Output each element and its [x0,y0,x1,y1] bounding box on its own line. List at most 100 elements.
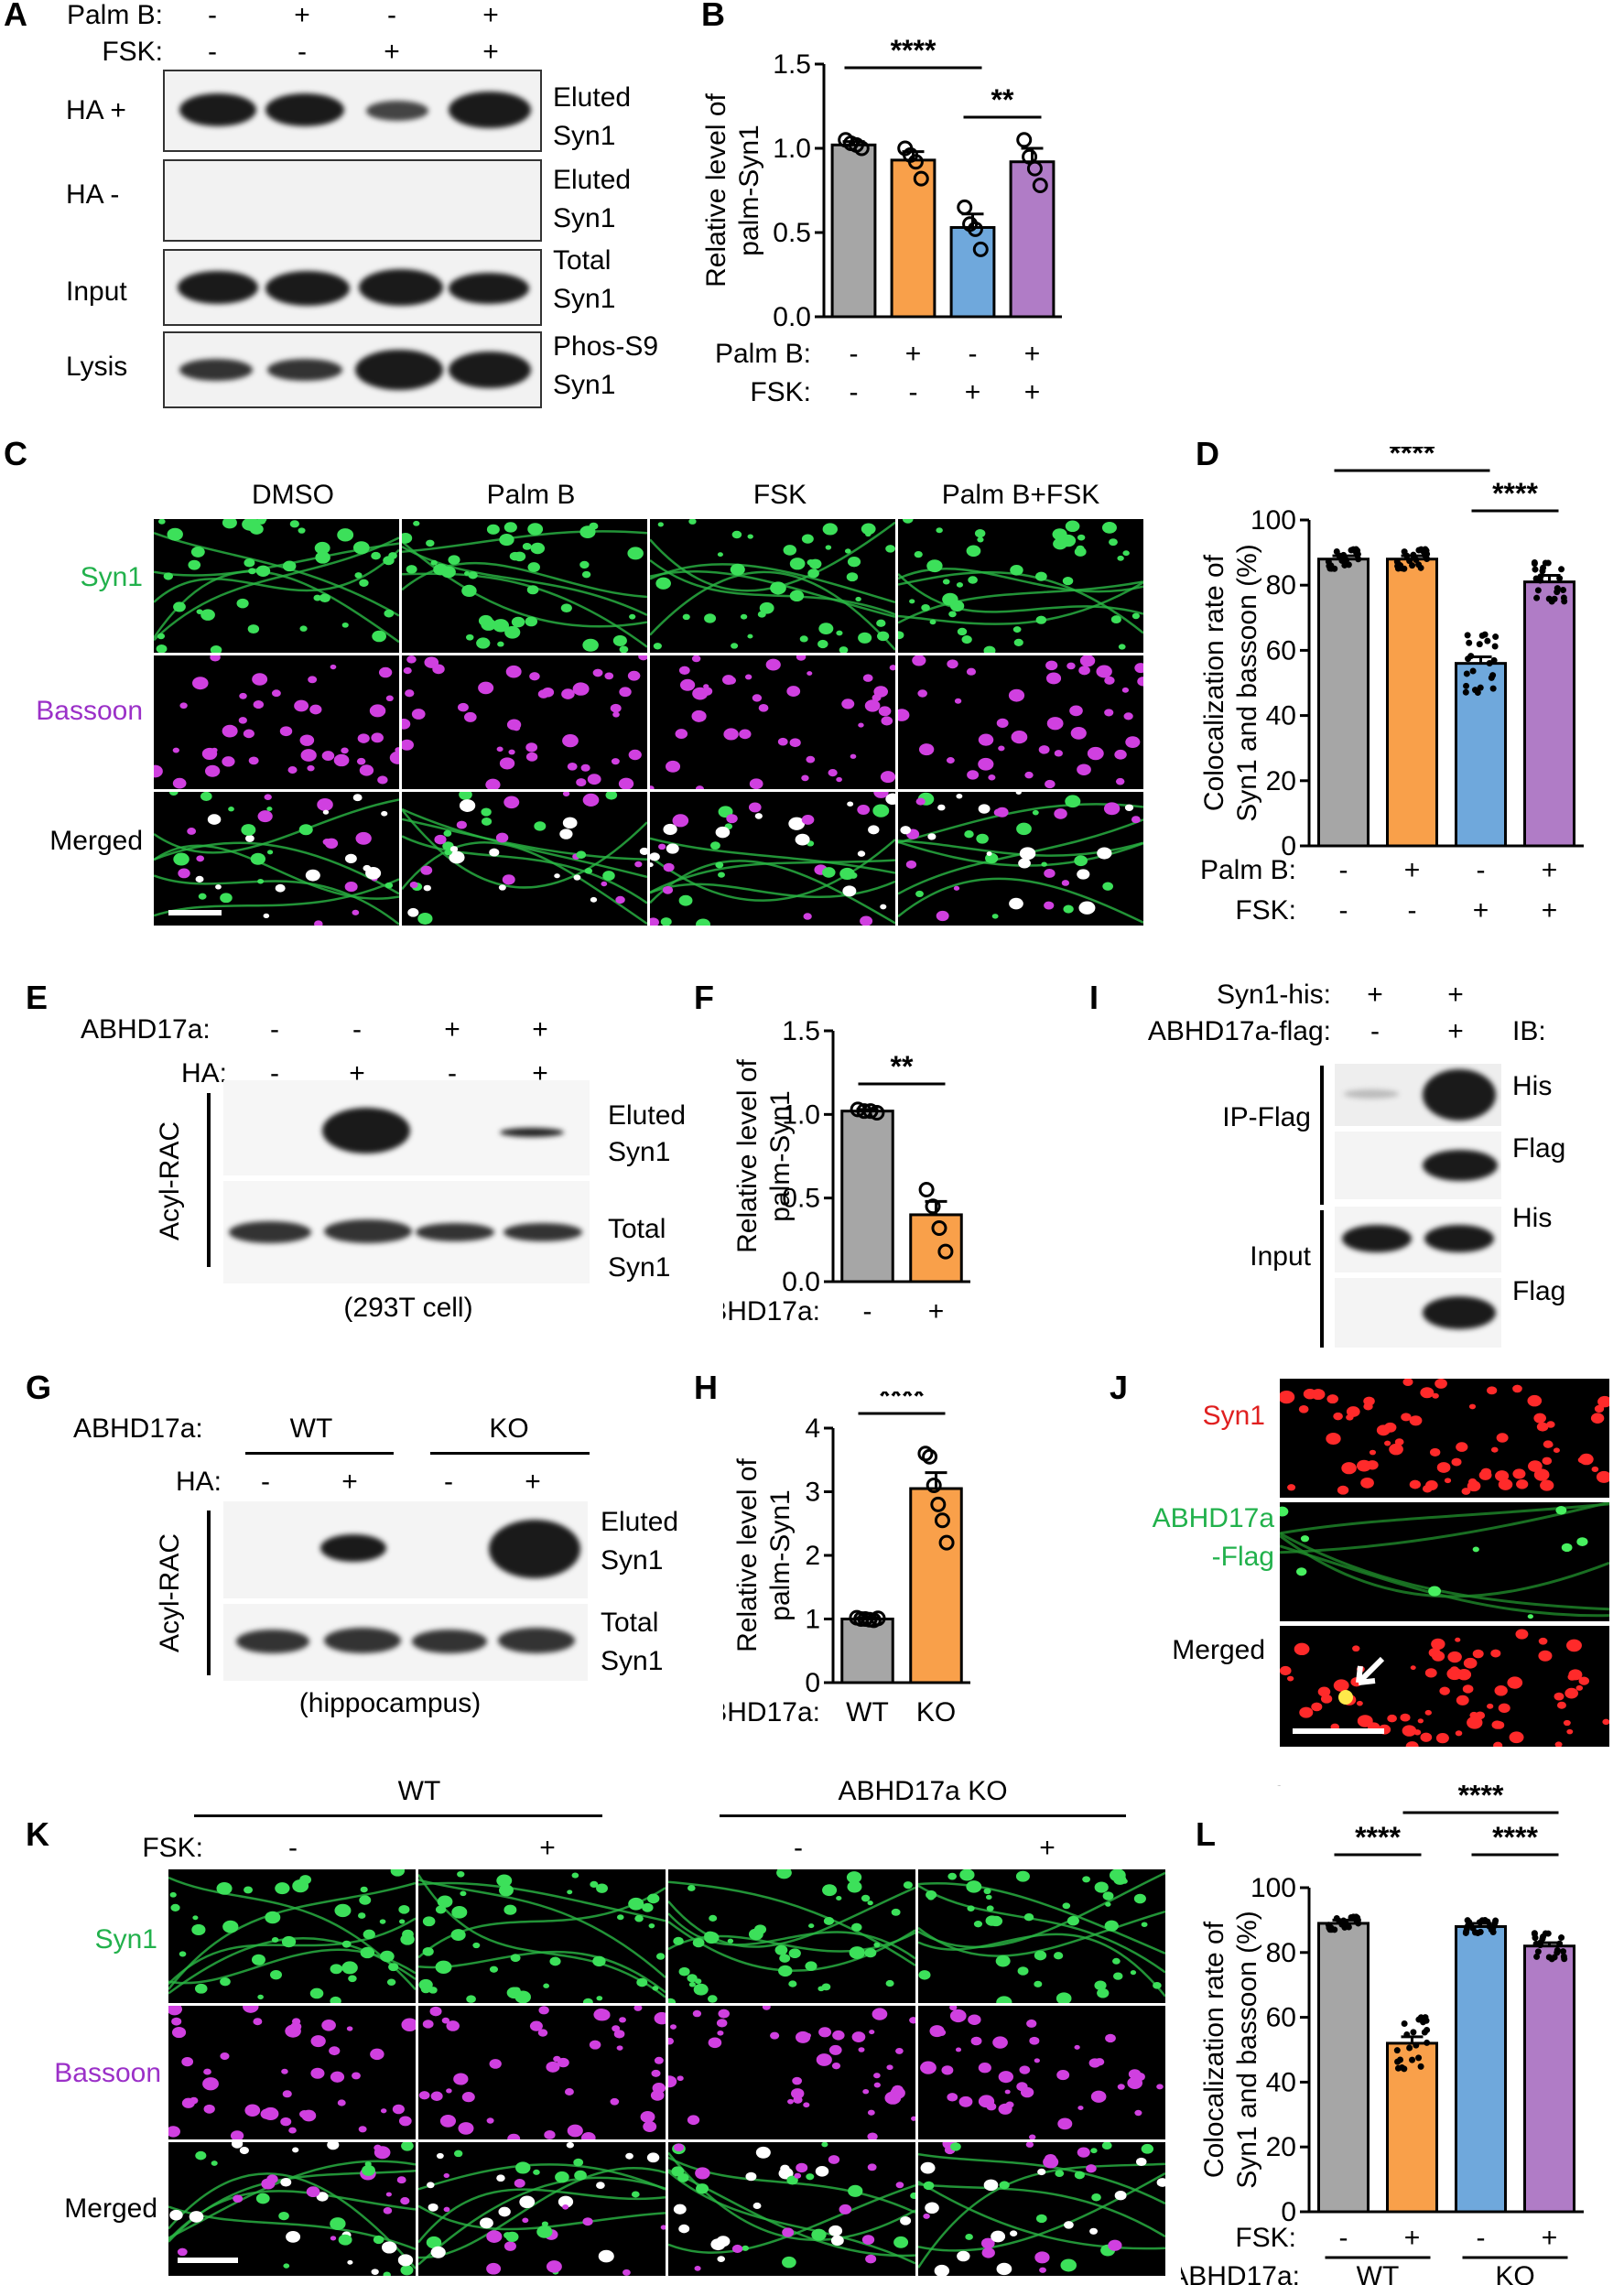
g-side-label: Acyl-RAC [155,1532,185,1653]
data-point [1489,1925,1497,1933]
k-fsk-4: + [1039,1833,1056,1863]
bar [1523,1944,1575,2214]
a-blot-ha-plus [163,70,542,152]
data-point [1561,598,1568,605]
j-row-syn1: Syn1 [1202,1401,1265,1431]
i-right-his-2: His [1512,1203,1553,1233]
data-point [1477,1928,1484,1935]
g-ha-label: HA: [175,1467,222,1497]
bar [840,1110,894,1283]
e-right-1b: Syn1 [608,1137,671,1167]
j-row-merged: Merged [1172,1635,1265,1665]
bar [890,158,937,319]
data-point [972,241,989,257]
scale-bar [1293,1728,1384,1734]
k-row-bassoon: Bassoon [54,2058,161,2088]
data-point [1560,1948,1567,1955]
panel-label-c: C [4,435,27,472]
e-ha-3: - [448,1058,457,1088]
e-abhd-label: ABHD17a: [81,1014,211,1045]
g-ha-1: - [261,1467,270,1497]
bar [949,225,996,319]
data-point [1406,2044,1413,2052]
x-tick-label: - [1477,2223,1486,2253]
i-right-his-1: His [1512,1071,1553,1101]
data-point [1484,637,1491,644]
panel-label-h: H [694,1369,718,1406]
k-micrograph-syn1 [168,1869,416,2003]
data-point [1464,1917,1471,1924]
k-group-wt: WT [397,1776,441,1806]
g-blot-total [223,1604,588,1681]
data-point [907,154,924,170]
y-tick-label: 3 [805,1478,820,1508]
x-tick-label: + [1542,2223,1558,2253]
x-tick-label: - [969,339,978,369]
row-label: ABHD17a: [723,1697,820,1727]
c-micrograph-bassoon [154,655,399,789]
i-bar-ip [1320,1066,1324,1205]
y-tick-label: 0 [1281,831,1296,861]
data-point [1489,685,1497,692]
data-point [931,1220,947,1237]
data-point [926,1478,942,1494]
j-row-flag: -Flag [1211,1542,1274,1572]
data-point [1532,566,1539,573]
data-point [1016,132,1033,148]
data-point [1415,2054,1423,2062]
data-point [1560,587,1567,594]
c-row-bassoon: Bassoon [36,696,143,726]
g-right-2b: Syn1 [601,1646,664,1676]
data-point [1491,643,1499,650]
y-tick-label: 0 [805,1668,820,1698]
data-point [1340,1917,1348,1924]
data-point [1424,2026,1431,2033]
a-lane-input: Input [66,276,127,307]
e-caption: (293T cell) [343,1293,473,1323]
significance-label: ** [891,1050,914,1083]
data-point [1464,632,1471,639]
significance-label: **** [1355,1821,1401,1854]
data-point [1401,2020,1408,2028]
data-point [1534,1948,1542,1955]
k-micrograph-merged [918,2142,1165,2276]
y-axis-label: Colocalization rate of [1199,554,1229,811]
data-point [1341,1923,1348,1931]
k-micrograph-syn1 [668,1869,915,2003]
data-point [1542,559,1549,567]
x-tick-label: KO [1495,2261,1534,2285]
significance-label: **** [1492,477,1538,510]
i-blot-input-his [1335,1207,1501,1272]
k-group-ko: ABHD17a KO [838,1776,1008,1806]
x-tick-label: + [1024,377,1041,407]
data-point [1474,689,1481,697]
k-fsk-label: FSK: [142,1833,203,1863]
a-right-3a: Total [553,245,612,276]
c-micrograph-bassoon [402,655,647,789]
panel-label-g: G [26,1369,52,1406]
g-ha-4: + [525,1467,541,1497]
y-axis-label: palm-Syn1 [734,125,764,255]
data-point [1327,565,1335,572]
data-point [930,1496,947,1512]
a-blot-input [163,249,542,326]
y-tick-label: 100 [1250,1873,1296,1903]
e-blot-eluted [223,1080,590,1175]
g-line-wt [245,1452,394,1455]
data-point [1561,1955,1568,1963]
data-point [1539,568,1546,575]
g-side-bar [207,1511,211,1675]
data-point [1537,573,1544,580]
c-micrograph-merged [898,792,1143,926]
g-ha-3: - [444,1467,453,1497]
arrow-icon [1356,1656,1385,1685]
data-point [1463,670,1470,677]
data-point [1478,632,1486,639]
y-tick-label: 80 [1266,570,1296,601]
i-row2-label: ABHD17a-flag: [1147,1016,1331,1046]
chart-d: 0 20 40 60 80 100 Colocalization rate of Syn1 a… [1199,447,1584,926]
c-micrograph-syn1 [402,519,647,653]
data-point [1413,2041,1420,2049]
a-fsk-4: + [482,37,499,67]
data-point [1465,1922,1472,1929]
